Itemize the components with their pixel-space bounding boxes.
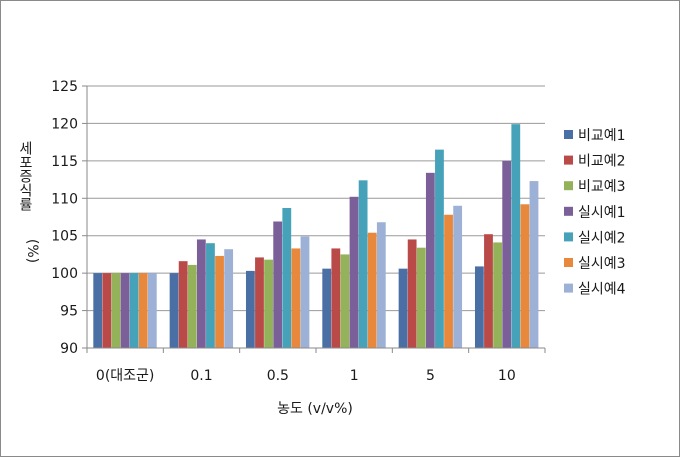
bar bbox=[300, 236, 310, 348]
legend-label: 비교예1 bbox=[578, 128, 626, 144]
legend-label: 비교예3 bbox=[578, 179, 626, 195]
bar bbox=[520, 204, 530, 348]
legend-swatch bbox=[564, 155, 573, 165]
y-tick-label: 120 bbox=[51, 116, 78, 132]
gridlines bbox=[87, 85, 545, 312]
bar bbox=[245, 270, 255, 348]
x-tick-labels: 0(대조군) 0.1 0.5 1 5 10 bbox=[96, 368, 516, 384]
bar bbox=[102, 273, 112, 348]
bar bbox=[282, 208, 292, 348]
bar bbox=[331, 248, 341, 348]
bar bbox=[453, 205, 463, 348]
bar bbox=[264, 259, 273, 348]
bar bbox=[398, 268, 408, 348]
bar bbox=[367, 232, 377, 348]
bar bbox=[493, 242, 502, 348]
bar bbox=[291, 248, 301, 348]
x-tick-label: 1 bbox=[350, 368, 359, 384]
y-axis-unit: (%) bbox=[24, 239, 40, 263]
bar bbox=[340, 254, 350, 348]
bar bbox=[484, 234, 493, 348]
bar bbox=[93, 273, 103, 348]
y-tick-labels: 90 95 100 105 110 115 120 125 bbox=[51, 79, 78, 357]
bar bbox=[224, 249, 234, 348]
x-tick-label: 5 bbox=[426, 368, 435, 384]
bar bbox=[502, 160, 512, 348]
y-tick-label: 100 bbox=[51, 266, 78, 282]
bar bbox=[425, 172, 435, 348]
bar bbox=[215, 255, 224, 348]
bar bbox=[206, 243, 215, 348]
bar bbox=[196, 239, 206, 348]
bar bbox=[169, 273, 179, 348]
bar bbox=[358, 180, 368, 348]
y-tick-label: 90 bbox=[60, 341, 78, 357]
legend-swatch bbox=[564, 130, 573, 139]
bar bbox=[407, 239, 417, 348]
bar bbox=[129, 273, 139, 348]
bar bbox=[120, 273, 130, 348]
axes bbox=[82, 85, 546, 353]
legend-swatch bbox=[564, 181, 573, 191]
bar bbox=[178, 261, 188, 348]
bar bbox=[474, 266, 484, 348]
legend-label: 실시예1 bbox=[578, 205, 626, 221]
bar bbox=[187, 264, 197, 348]
y-tick-label: 110 bbox=[51, 191, 78, 207]
x-axis-title: 농도 (v/v%) bbox=[277, 401, 353, 417]
y-axis-title: 세포증식률 bbox=[17, 141, 33, 211]
bar bbox=[273, 221, 283, 348]
legend-label: 실시예2 bbox=[578, 230, 626, 246]
bar bbox=[147, 273, 157, 348]
legend-label: 실시예4 bbox=[578, 282, 626, 298]
bar bbox=[138, 273, 148, 348]
legend-label: 비교예2 bbox=[578, 154, 626, 170]
bar bbox=[349, 196, 359, 348]
bar bbox=[376, 222, 386, 348]
bar bbox=[435, 149, 444, 348]
bar bbox=[255, 257, 264, 348]
legend-swatch bbox=[564, 206, 573, 216]
bar bbox=[511, 124, 521, 348]
legend-label: 실시예3 bbox=[578, 256, 626, 272]
x-tick-label: 0.5 bbox=[267, 368, 289, 384]
legend-swatch bbox=[564, 232, 573, 242]
legend-swatch bbox=[564, 258, 573, 267]
x-tick-label: 0.1 bbox=[190, 368, 212, 384]
y-tick-label: 125 bbox=[51, 79, 78, 95]
y-tick-label: 115 bbox=[51, 154, 78, 170]
bar bbox=[322, 268, 332, 348]
bar bbox=[444, 214, 453, 348]
x-tick-label: 0(대조군) bbox=[96, 368, 154, 384]
bars bbox=[93, 124, 539, 348]
legend: 비교예1 비교예2 비교예3 실시예1 실시예2 실시예3 실시예4 bbox=[564, 128, 626, 298]
x-tick-label: 10 bbox=[498, 368, 516, 384]
legend-swatch bbox=[564, 283, 573, 293]
bar bbox=[111, 273, 121, 348]
bar bbox=[416, 247, 426, 348]
y-tick-label: 105 bbox=[51, 229, 78, 245]
bar bbox=[529, 181, 539, 348]
y-tick-label: 95 bbox=[60, 304, 78, 320]
